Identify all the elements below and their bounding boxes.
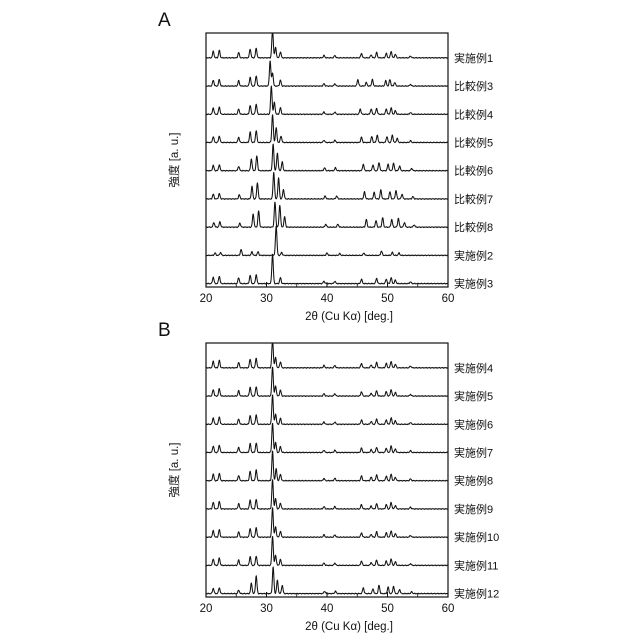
x-tick-label: 20 bbox=[200, 603, 213, 615]
series-label: 比較例8 bbox=[454, 220, 493, 234]
panel-label: B bbox=[158, 320, 171, 341]
x-axis-label: 2θ (Cu Kα) [deg.] bbox=[305, 621, 393, 633]
pattern-line-実施例7 bbox=[206, 423, 448, 452]
panel-a: A 20 30 40 50 60 2θ (Cu Kα) [deg.] 強度 [a. u.] 実施… bbox=[158, 10, 493, 323]
series-label: 実施例10 bbox=[454, 530, 499, 544]
x-tick-label: 20 bbox=[200, 293, 213, 305]
pattern-line-実施例9 bbox=[206, 480, 448, 510]
x-tick-label: 50 bbox=[381, 293, 394, 305]
pattern-line-実施例8 bbox=[206, 451, 448, 481]
pattern-line-実施例3 bbox=[206, 254, 448, 284]
x-axis-label: 2θ (Cu Kα) [deg.] bbox=[305, 311, 393, 323]
x-tick-label: 40 bbox=[321, 293, 334, 305]
series-label: 比較例3 bbox=[454, 79, 493, 93]
pattern-line-実施例11 bbox=[206, 537, 448, 566]
series-label: 比較例7 bbox=[454, 192, 493, 206]
pattern-line-比較例4 bbox=[206, 86, 448, 115]
pattern-line-比較例6 bbox=[206, 144, 448, 171]
plot-frame bbox=[206, 343, 448, 597]
pattern-line-実施例4 bbox=[206, 344, 448, 368]
x-tick-label: 60 bbox=[442, 293, 455, 305]
series-label: 実施例5 bbox=[454, 389, 493, 403]
pattern-line-比較例5 bbox=[206, 115, 448, 143]
series-label: 実施例11 bbox=[454, 558, 498, 572]
pattern-line-実施例12 bbox=[206, 567, 448, 594]
x-tick-label: 40 bbox=[321, 603, 334, 615]
x-tick-label: 30 bbox=[260, 603, 273, 615]
series-label: 比較例4 bbox=[454, 107, 493, 121]
pattern-line-比較例8 bbox=[206, 202, 448, 227]
x-tick-label: 30 bbox=[260, 293, 273, 305]
series-label: 実施例7 bbox=[454, 445, 493, 459]
series-label: 実施例8 bbox=[454, 474, 493, 488]
panel-label: A bbox=[158, 10, 171, 31]
pattern-line-実施例1 bbox=[206, 34, 448, 58]
x-tick-label: 60 bbox=[442, 603, 455, 615]
series-label: 比較例5 bbox=[454, 135, 493, 149]
y-axis-label: 強度 [a. u.] bbox=[167, 133, 181, 188]
pattern-line-比較例3 bbox=[206, 61, 448, 86]
pattern-line-実施例5 bbox=[206, 367, 448, 396]
series-label: 実施例2 bbox=[454, 248, 493, 262]
series-label: 実施例3 bbox=[454, 277, 493, 291]
plot-frame bbox=[206, 33, 448, 287]
series-label: 実施例4 bbox=[454, 361, 493, 375]
series-label: 比較例6 bbox=[454, 164, 493, 178]
pattern-line-実施例2 bbox=[206, 226, 448, 256]
series-label: 実施例6 bbox=[454, 417, 493, 431]
series-label: 実施例1 bbox=[454, 51, 493, 65]
series-label: 実施例12 bbox=[454, 587, 499, 601]
y-axis-label: 強度 [a. u.] bbox=[167, 443, 181, 498]
panel-b: B 20 30 40 50 60 2θ (Cu Kα) [deg.] 強度 [a. u.] 実施… bbox=[158, 320, 499, 633]
pattern-line-比較例7 bbox=[206, 172, 448, 199]
pattern-line-実施例10 bbox=[206, 508, 448, 538]
series-label: 実施例9 bbox=[454, 502, 493, 516]
x-tick-label: 50 bbox=[381, 603, 394, 615]
pattern-line-実施例6 bbox=[206, 395, 448, 425]
